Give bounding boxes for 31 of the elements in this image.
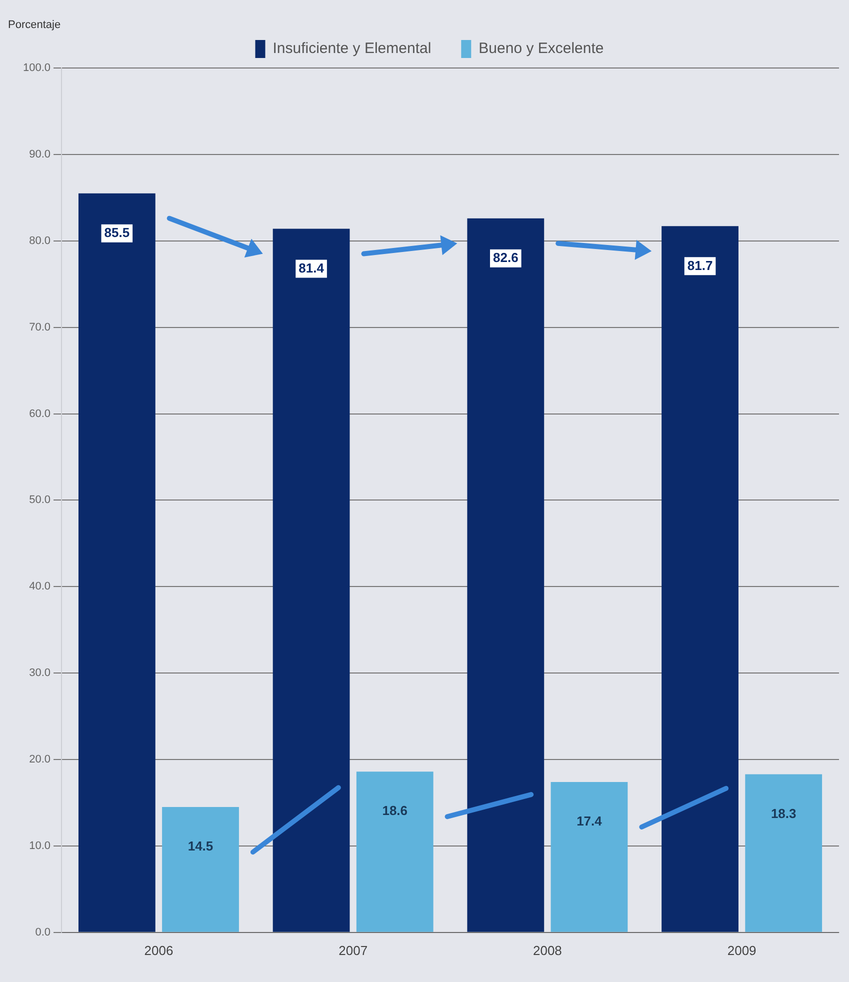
y-tick-label: 40.0 [29,580,51,593]
x-tick-label: 2008 [532,942,562,958]
x-tick-label: 2007 [338,942,368,958]
bar [162,807,239,932]
y-axis-title: Porcentaje [8,19,61,32]
bar [356,772,434,932]
data-label: 85.5 [104,224,130,240]
data-label: 18.6 [382,803,408,818]
bar [78,193,156,932]
y-tick-label: 60.0 [29,408,51,420]
legend-label: Bueno y Excelente [478,40,604,58]
y-tick-label: 90.0 [29,148,51,160]
data-label: 14.5 [188,838,214,854]
y-tick-label: 100.0 [22,62,51,74]
data-label: 81.4 [298,260,325,276]
bar [745,774,822,932]
x-tick-label: 2009 [727,942,756,958]
y-tick-label: 50.0 [29,494,51,506]
y-tick-label: 70.0 [29,321,51,334]
legend-label: Insuficiente y Elemental [272,40,432,58]
y-tick-label: 30.0 [29,667,51,680]
bar [550,782,628,932]
y-tick-label: 20.0 [29,754,51,766]
y-tick-label: 80.0 [29,234,51,247]
y-tick-label: 10.0 [29,840,51,852]
data-label: 82.6 [493,250,518,265]
data-label: 81.7 [687,258,713,273]
data-label: 18.3 [770,806,796,821]
data-label: 17.4 [576,814,603,829]
y-tick-label: 0.0 [35,926,51,938]
x-tick-label: 2006 [144,942,174,958]
